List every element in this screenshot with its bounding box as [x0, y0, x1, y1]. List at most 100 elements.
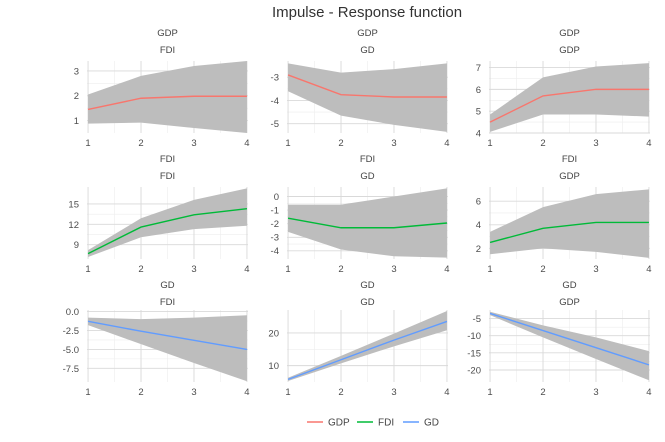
confidence-band: [288, 188, 447, 258]
x-tick-label: 1: [487, 138, 492, 149]
response-line-gd: [489, 312, 650, 366]
y-tick-label: -15: [467, 348, 481, 359]
y-tick-label: 5: [476, 107, 481, 118]
x-tick-label: 3: [191, 138, 196, 149]
panel-fdi-gd: FDI GD -4 -3 -2 -1 0 1 2 3 4: [271, 154, 450, 275]
response-line-gd: [287, 320, 448, 381]
y-tick-label: -4: [271, 246, 279, 257]
x-tick-label: 2: [138, 264, 143, 275]
y-tick-label: 0.0: [66, 307, 79, 318]
strip-impulse-label: GD: [360, 280, 374, 291]
y-tick-label: 2: [74, 91, 79, 102]
legend-item-gdp: GDP: [307, 418, 350, 429]
confidence-band: [88, 315, 247, 382]
response-line-fdi: [489, 221, 649, 244]
y-tick-label: 20: [268, 328, 279, 339]
x-tick-label: 3: [191, 387, 196, 398]
x-tick-label: 1: [285, 264, 290, 275]
confidence-band: [490, 189, 649, 258]
y-tick-label: 10: [268, 361, 279, 372]
strip-impulse-label: GDP: [157, 28, 178, 39]
x-tick-label: 1: [285, 387, 290, 398]
y-tick-label: -5: [271, 119, 279, 130]
legend-item-fdi: FDI: [357, 418, 394, 429]
x-tick-label: 4: [444, 138, 449, 149]
x-tick-label: 3: [593, 387, 598, 398]
legend-label: GDP: [328, 418, 350, 429]
y-tick-label: 4: [476, 220, 481, 231]
panel-gdp-fdi: GDP FDI 1 2 3 1 2 3 4: [74, 28, 250, 149]
x-tick-label: 4: [244, 264, 249, 275]
confidence-band: [88, 188, 247, 257]
panel-gd-gd: GD GD 10 20 1 2 3 4: [268, 280, 449, 398]
strip-response-label: GD: [360, 171, 374, 182]
x-tick-label: 3: [593, 264, 598, 275]
y-tick-label: -1: [271, 205, 279, 216]
legend: GDP FDI GD: [307, 418, 439, 429]
x-tick-label: 3: [191, 264, 196, 275]
confidence-band: [490, 311, 649, 381]
panel-gdp-gdp: GDP GDP 4 5 6 7 1 2 3 4: [476, 28, 652, 149]
legend-item-gd: GD: [403, 418, 439, 429]
strip-response-label: GDP: [559, 171, 580, 182]
confidence-band: [490, 63, 649, 132]
x-tick-label: 4: [444, 264, 449, 275]
strip-response-label: FDI: [160, 45, 175, 56]
x-tick-label: 2: [338, 264, 343, 275]
y-tick-label: -3: [271, 233, 279, 244]
x-tick-label: 2: [338, 138, 343, 149]
strip-impulse-label: GD: [562, 280, 576, 291]
strip-response-label: FDI: [160, 171, 175, 182]
x-tick-label: 1: [487, 264, 492, 275]
y-tick-label: -2.5: [63, 326, 79, 337]
y-tick-label: 6: [476, 197, 481, 208]
x-tick-label: 1: [285, 138, 290, 149]
legend-label: FDI: [378, 418, 394, 429]
x-tick-label: 2: [338, 387, 343, 398]
response-line-fdi: [287, 217, 448, 229]
y-tick-label: -7.5: [63, 364, 79, 375]
x-tick-label: 4: [646, 387, 651, 398]
legend-label: GD: [424, 418, 439, 429]
y-tick-label: 2: [476, 244, 481, 255]
x-tick-label: 1: [85, 138, 90, 149]
x-tick-label: 3: [391, 387, 396, 398]
response-line-gdp: [287, 74, 447, 98]
strip-impulse-label: FDI: [360, 154, 375, 165]
response-line-gdp: [87, 95, 247, 111]
x-tick-label: 2: [540, 138, 545, 149]
y-tick-label: 6: [476, 85, 481, 96]
strip-response-label: GDP: [559, 297, 580, 308]
y-tick-label: -5: [473, 314, 481, 325]
strip-impulse-label: FDI: [160, 154, 175, 165]
y-tick-label: 12: [68, 220, 79, 231]
strip-impulse-label: GDP: [559, 28, 580, 39]
chart-title: Impulse - Response function: [272, 4, 462, 21]
y-tick-label: -4: [271, 96, 279, 107]
confidence-band: [288, 63, 447, 132]
x-tick-label: 2: [138, 138, 143, 149]
x-tick-label: 1: [85, 264, 90, 275]
y-tick-label: -2: [271, 219, 279, 230]
x-tick-label: 3: [391, 264, 396, 275]
y-tick-label: -20: [467, 365, 481, 376]
panel-gd-gdp: GD GDP -5 -10 -15 -20 1 2 3 4: [467, 280, 651, 398]
x-tick-label: 4: [244, 138, 249, 149]
panel-gd-fdi: GD FDI 0.0 -2.5 -5.0 -7.5 1 2 3 4: [63, 280, 250, 398]
y-tick-label: -3: [271, 73, 279, 84]
y-tick-label: 1: [74, 116, 79, 127]
y-tick-label: 4: [476, 128, 481, 139]
y-tick-label: -10: [467, 331, 481, 342]
strip-response-label: FDI: [160, 297, 175, 308]
x-tick-label: 1: [85, 387, 90, 398]
panel-gdp-gd: GDP GD -5 -4 -3 1 2 3 4: [271, 28, 450, 149]
strip-response-label: GD: [360, 297, 374, 308]
y-tick-label: 7: [476, 63, 481, 74]
x-tick-label: 4: [646, 264, 651, 275]
y-tick-label: -5.0: [63, 345, 79, 356]
x-tick-label: 3: [593, 138, 598, 149]
strip-impulse-label: GDP: [357, 28, 378, 39]
y-tick-label: 15: [68, 199, 79, 210]
